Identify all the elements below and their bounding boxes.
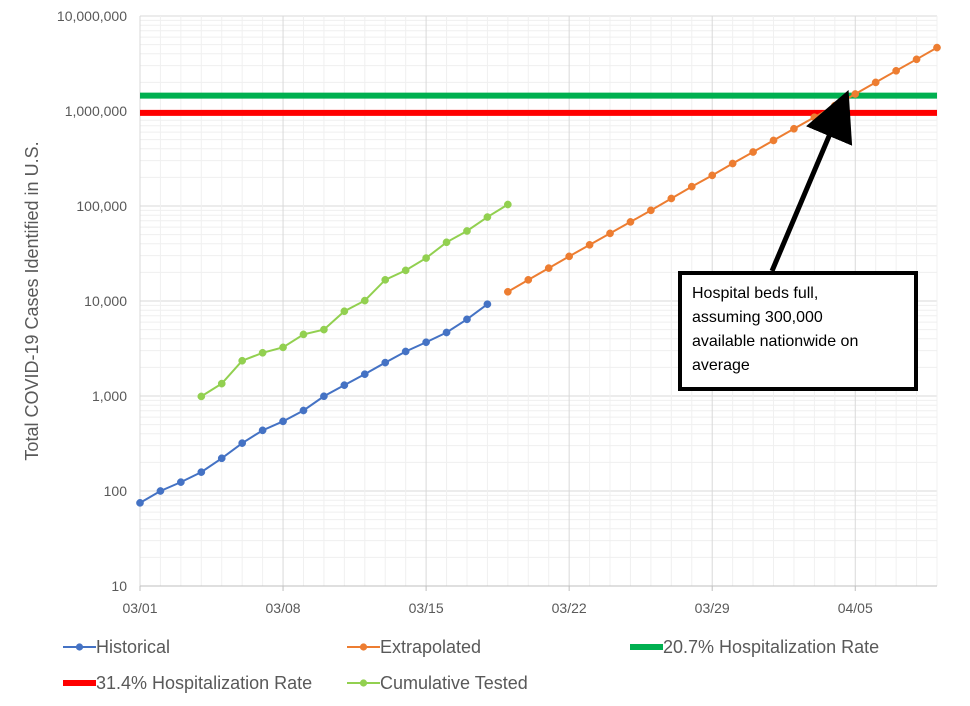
legend-item: 31.4% Hospitalization Rate — [63, 673, 312, 693]
y-tick-label: 10,000 — [84, 293, 127, 309]
data-point — [136, 499, 144, 507]
annotation-box — [678, 271, 918, 391]
data-point — [381, 358, 390, 367]
data-point — [810, 113, 819, 122]
x-tick-label: 03/08 — [266, 600, 301, 616]
legend-label: Extrapolated — [380, 637, 481, 657]
data-point — [647, 206, 655, 215]
data-point — [524, 275, 533, 284]
data-point — [197, 392, 206, 401]
annotation-arrow — [769, 89, 853, 272]
y-axis-title: Total COVID-19 Cases Identified in U.S. — [22, 141, 42, 460]
axes: 10 100 1,000 10,000 100,000 1,000,000 10,000,0… — [57, 8, 937, 616]
data-point — [463, 227, 471, 235]
annotation-text: assuming 300,000 — [692, 309, 823, 326]
x-tick-label: 03/15 — [409, 600, 444, 616]
data-point — [381, 275, 390, 284]
series-line — [139, 303, 489, 504]
data-point — [279, 417, 287, 426]
data-point — [585, 240, 594, 249]
data-point — [197, 468, 206, 476]
data-point — [217, 379, 226, 388]
data-point — [258, 348, 267, 357]
data-point — [238, 356, 247, 365]
data-point — [871, 78, 880, 87]
data-point — [503, 287, 512, 296]
legend-label: 31.4% Hospitalization Rate — [96, 673, 312, 693]
x-tick-label: 03/01 — [122, 600, 157, 616]
data-point — [544, 264, 553, 272]
data-point — [422, 254, 430, 262]
data-point — [463, 315, 471, 324]
data-point — [667, 194, 676, 203]
data-point — [156, 487, 165, 495]
legend-label: Historical — [96, 637, 170, 657]
data-point — [340, 307, 349, 316]
annotation-text: Hospital beds full, — [692, 285, 818, 302]
data-point — [442, 238, 451, 247]
series — [136, 43, 941, 507]
data-point — [299, 406, 308, 415]
data-point — [606, 229, 614, 238]
annotation-text: average — [692, 357, 750, 374]
legend-label: 20.7% Hospitalization Rate — [663, 637, 879, 657]
data-point — [279, 343, 287, 352]
series-line — [507, 46, 938, 293]
data-point — [749, 148, 757, 156]
data-point — [360, 296, 369, 305]
data-point — [626, 218, 635, 226]
data-point — [442, 328, 451, 337]
legend-marker — [359, 643, 368, 651]
legend: Historical Extrapolated 20.7% Hospitalizat… — [63, 637, 879, 693]
data-point — [360, 370, 369, 379]
legend-item: Extrapolated — [347, 637, 481, 657]
y-tick-label: 100 — [104, 483, 128, 499]
data-point — [340, 381, 349, 389]
data-point — [565, 252, 574, 261]
data-point — [851, 90, 860, 98]
threshold-lines — [140, 92, 937, 116]
data-point — [892, 66, 900, 75]
data-point — [177, 478, 185, 486]
legend-item: Cumulative Tested — [347, 673, 528, 693]
x-tick-label: 04/05 — [838, 600, 873, 616]
data-point — [483, 300, 492, 309]
data-point — [769, 136, 778, 145]
y-tick-label: 10 — [111, 578, 127, 594]
data-point — [401, 266, 410, 275]
data-point — [687, 182, 696, 191]
y-tick-label: 1,000 — [92, 388, 127, 404]
legend-marker — [75, 643, 84, 651]
x-tick-label: 03/22 — [552, 600, 587, 616]
data-point — [258, 426, 267, 435]
data-point — [217, 454, 226, 463]
data-point — [238, 439, 247, 447]
data-point — [401, 347, 410, 356]
data-point — [320, 325, 328, 334]
legend-item: 20.7% Hospitalization Rate — [630, 637, 879, 657]
x-tick-label: 03/29 — [695, 600, 730, 616]
data-point — [830, 101, 839, 110]
annotation: Hospital beds full, assuming 300,000 avail… — [678, 89, 918, 391]
y-tick-label: 10,000,000 — [57, 8, 127, 24]
data-point — [483, 213, 492, 221]
data-point — [299, 330, 308, 339]
data-point — [320, 392, 328, 401]
data-point — [503, 200, 512, 209]
data-point — [728, 159, 737, 168]
series-line — [200, 203, 509, 398]
data-point — [933, 43, 941, 52]
legend-item: Historical — [63, 637, 170, 657]
y-tick-label: 1,000,000 — [65, 103, 127, 119]
legend-marker — [359, 679, 368, 687]
data-point — [790, 124, 798, 133]
data-point — [912, 55, 921, 64]
data-point — [422, 338, 430, 347]
legend-label: Cumulative Tested — [380, 673, 528, 693]
annotation-text: available nationwide on — [692, 333, 858, 350]
y-tick-label: 100,000 — [76, 198, 127, 214]
data-point — [708, 171, 717, 180]
